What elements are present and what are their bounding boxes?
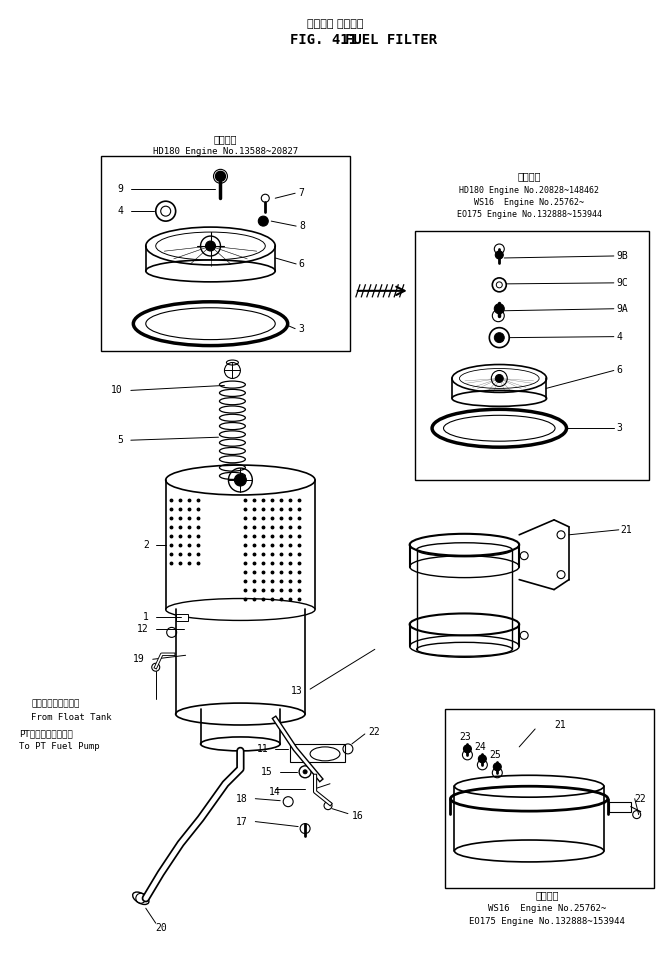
Text: 13: 13 <box>291 686 302 696</box>
Text: 9A: 9A <box>617 304 628 313</box>
Circle shape <box>495 333 504 342</box>
Text: 9: 9 <box>117 184 123 195</box>
Text: 7: 7 <box>298 188 304 198</box>
Text: From Float Tank: From Float Tank <box>31 712 112 722</box>
Text: 9C: 9C <box>617 278 628 288</box>
Text: 18: 18 <box>236 794 248 804</box>
Text: 17: 17 <box>236 816 248 827</box>
Text: EO175 Engine No.132888~153944: EO175 Engine No.132888~153944 <box>457 210 602 219</box>
Text: フェエル フィルタ: フェエル フィルタ <box>307 18 363 29</box>
Text: EO175 Engine No.132888~153944: EO175 Engine No.132888~153944 <box>469 918 625 926</box>
Text: 22: 22 <box>368 727 379 737</box>
Text: 11: 11 <box>256 744 268 754</box>
Circle shape <box>493 763 501 771</box>
Text: 1: 1 <box>143 612 149 623</box>
Text: 6: 6 <box>298 259 304 269</box>
Circle shape <box>303 770 307 774</box>
Text: 25: 25 <box>489 750 501 760</box>
Circle shape <box>495 304 504 313</box>
Text: 22: 22 <box>635 794 647 804</box>
Text: 14: 14 <box>269 787 280 797</box>
Bar <box>290 744 345 762</box>
Text: 4: 4 <box>617 332 623 342</box>
Text: 適用号機: 適用号機 <box>214 134 237 144</box>
Text: フロートタンクから: フロートタンクから <box>31 700 79 708</box>
Text: 5: 5 <box>117 435 123 446</box>
Circle shape <box>479 755 487 763</box>
Text: 19: 19 <box>133 654 145 665</box>
Text: 16: 16 <box>352 811 363 820</box>
Text: 23: 23 <box>459 732 471 742</box>
Text: 21: 21 <box>621 524 632 535</box>
Bar <box>414 231 649 480</box>
Circle shape <box>205 241 216 251</box>
Circle shape <box>463 745 471 753</box>
Bar <box>101 157 350 350</box>
Text: HD180 Engine No.20828~148462: HD180 Engine No.20828~148462 <box>459 186 599 196</box>
Text: 10: 10 <box>111 385 123 395</box>
Text: WS16  Engine No.25762~: WS16 Engine No.25762~ <box>488 904 606 914</box>
Text: 4: 4 <box>117 206 123 216</box>
Text: 9B: 9B <box>617 251 628 261</box>
Text: 6: 6 <box>617 366 623 376</box>
Text: FUEL FILTER: FUEL FILTER <box>345 33 437 47</box>
Bar <box>175 615 187 622</box>
Text: 21: 21 <box>554 720 566 730</box>
Circle shape <box>495 375 503 382</box>
Circle shape <box>216 171 226 181</box>
Text: 適用号機: 適用号機 <box>536 890 559 900</box>
Text: WS16  Engine No.25762~: WS16 Engine No.25762~ <box>474 198 584 207</box>
Text: HD180 Engine No.13588~20827: HD180 Engine No.13588~20827 <box>153 147 298 156</box>
Text: 適用号機: 適用号機 <box>518 171 541 181</box>
Text: 2: 2 <box>143 540 149 550</box>
Text: 3: 3 <box>617 423 623 433</box>
Text: PTフェエルポンプへ: PTフェエルポンプへ <box>19 730 73 739</box>
Circle shape <box>234 474 246 486</box>
Text: 3: 3 <box>298 324 304 334</box>
Text: 24: 24 <box>475 741 487 752</box>
Text: 8: 8 <box>299 221 305 232</box>
Circle shape <box>258 216 268 226</box>
Text: 20: 20 <box>155 923 167 933</box>
Text: To PT Fuel Pump: To PT Fuel Pump <box>19 742 100 751</box>
Bar <box>444 709 653 888</box>
Text: FIG. 411: FIG. 411 <box>290 33 357 47</box>
Text: 12: 12 <box>137 625 149 634</box>
Text: 15: 15 <box>261 767 272 776</box>
Bar <box>609 802 631 811</box>
Circle shape <box>495 251 503 259</box>
